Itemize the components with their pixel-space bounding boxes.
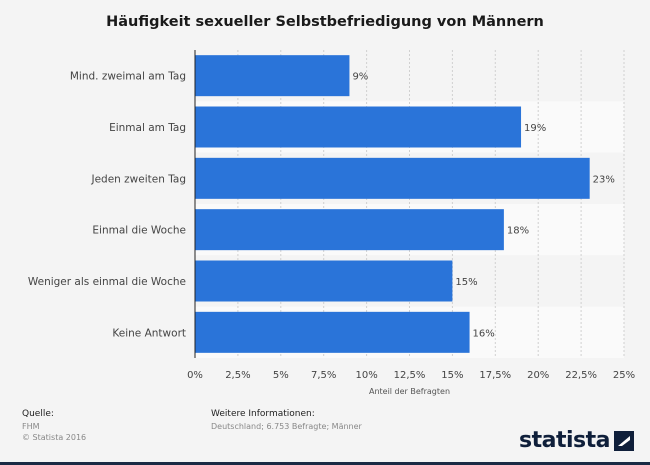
data-label: 9% xyxy=(352,72,368,83)
data-label: 15% xyxy=(455,277,477,288)
x-tick-label: 0% xyxy=(187,370,203,381)
bar-chart: 9% Mind. zweimal am Tag 19% Einmal am Tag 23… xyxy=(28,50,635,396)
data-label: 19% xyxy=(524,123,546,134)
x-axis-label: Anteil der Befragten xyxy=(369,387,450,396)
copyright: © Statista 2016 xyxy=(22,433,87,442)
category-label: Einmal die Woche xyxy=(92,225,186,237)
x-tick-label: 20% xyxy=(527,370,549,381)
bar xyxy=(195,157,590,199)
category-label: Weniger als einmal die Woche xyxy=(28,276,186,288)
bar xyxy=(195,311,470,353)
source-name: FHM xyxy=(22,422,40,431)
x-tick-label: 10% xyxy=(355,370,377,381)
bar xyxy=(195,209,504,251)
info-text: Deutschland; 6.753 Befragte; Männer xyxy=(211,422,362,431)
category-label: Jeden zweiten Tag xyxy=(91,173,187,185)
x-tick-label: 25% xyxy=(613,370,635,381)
bar xyxy=(195,55,350,97)
logo-text: statista xyxy=(519,428,610,453)
bottom-bar xyxy=(0,462,650,465)
x-tick-label: 17,5% xyxy=(479,370,511,381)
category-label: Keine Antwort xyxy=(112,327,186,339)
statista-logo-icon xyxy=(614,430,634,451)
category-label: Einmal am Tag xyxy=(109,122,186,134)
data-label: 16% xyxy=(473,328,495,339)
x-tick-label: 5% xyxy=(273,370,289,381)
bar xyxy=(195,106,522,148)
x-tick-label: 22,5% xyxy=(565,370,597,381)
chart-title: Häufigkeit sexueller Selbstbefriedigung … xyxy=(106,14,544,30)
bar xyxy=(195,260,453,302)
x-tick-label: 7,5% xyxy=(311,370,336,381)
x-tick-label: 12,5% xyxy=(394,370,426,381)
x-tick-label: 2,5% xyxy=(225,370,250,381)
x-tick-label: 15% xyxy=(441,370,463,381)
data-label: 23% xyxy=(593,174,615,185)
info-label: Weitere Informationen: xyxy=(211,409,315,419)
source-label: Quelle: xyxy=(22,409,54,419)
category-label: Mind. zweimal am Tag xyxy=(70,71,186,83)
data-label: 18% xyxy=(507,226,529,237)
statista-logo[interactable]: statista xyxy=(519,428,634,453)
